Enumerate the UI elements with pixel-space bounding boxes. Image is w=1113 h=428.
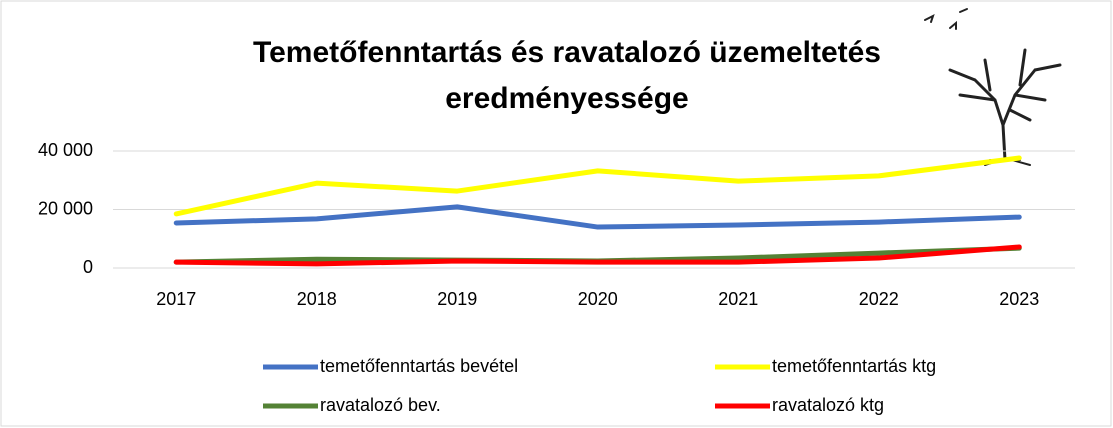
y-tick-label: 0 [83,257,93,277]
chart-title: Temetőfenntartás és ravatalozó üzemeltet… [207,30,927,122]
x-tick-label: 2019 [437,289,477,309]
legend-label: temetőfenntartás bevétel [320,356,518,376]
x-tick-label: 2021 [718,289,758,309]
x-tick-label: 2020 [578,289,618,309]
legend-label: ravatalozó ktg [772,395,884,415]
x-tick-label: 2023 [999,289,1039,309]
legend-label: ravatalozó bev. [320,395,441,415]
y-tick-label: 20 000 [38,198,93,218]
x-tick-label: 2022 [859,289,899,309]
x-tick-label: 2017 [156,289,196,309]
page: 0 20 000 40 000 2017 2018 2019 2020 2021 2022 202… [0,0,1113,428]
legend-label: temetőfenntartás ktg [772,356,936,376]
x-tick-label: 2018 [297,289,337,309]
y-tick-label: 40 000 [38,140,93,160]
